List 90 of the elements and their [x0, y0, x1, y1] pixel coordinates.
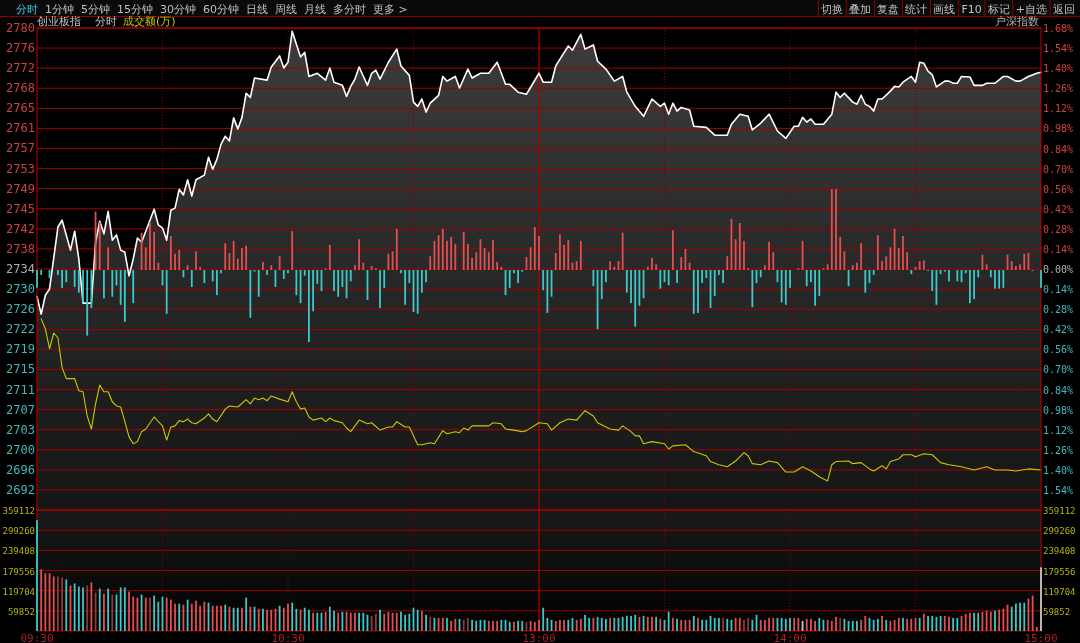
y2-tick-label: 359112 — [1043, 506, 1076, 516]
y-tick-label: 2707 — [6, 402, 35, 417]
y2-tick-label: 1.40% — [1043, 464, 1074, 476]
y2-tick-label: 0.42% — [1043, 203, 1074, 215]
text: 周线 — [275, 2, 297, 16]
y-tick-label: 119704 — [2, 586, 35, 597]
y2-tick-label: 0.14% — [1043, 284, 1074, 296]
y-tick-label: 2734 — [6, 262, 35, 276]
y2-tick-label: 1.68% — [1043, 23, 1074, 34]
text: 30分钟 — [160, 2, 196, 16]
y-tick-label: 299260 — [2, 526, 35, 537]
x-tick-label: 09:30 — [20, 632, 54, 643]
y2-tick-label: 0.28% — [1043, 304, 1074, 316]
y2-tick-label: 0.84% — [1043, 143, 1074, 155]
y2-tick-label: 1.54% — [1043, 43, 1074, 55]
y-tick-label: 2780 — [6, 21, 35, 35]
y2-tick-label: 299260 — [1043, 526, 1076, 537]
chart-title: 创业板指 — [37, 15, 81, 28]
text: 1分钟 — [45, 2, 74, 16]
text: 分时 — [16, 2, 38, 16]
y-tick-label: 2715 — [6, 362, 35, 377]
text: 日线 — [246, 2, 268, 16]
x-tick-label: 15:00 — [1024, 632, 1058, 643]
y-tick-label: 2772 — [6, 61, 35, 76]
x-tick-label: 10:30 — [271, 632, 305, 643]
y-tick-label: 2726 — [6, 302, 35, 317]
y-tick-label: 2768 — [6, 81, 35, 96]
y-tick-label: 2745 — [6, 201, 35, 216]
y2-tick-label: 0.70% — [1043, 364, 1074, 376]
y-tick-label: 2711 — [6, 382, 35, 397]
text: 切换 — [821, 2, 844, 16]
text: 月线 — [304, 2, 326, 16]
y-tick-label: 2692 — [6, 482, 35, 497]
line-series — [40, 318, 1042, 482]
y-tick-label: 2757 — [6, 141, 35, 156]
y2-tick-label: 1.12% — [1043, 424, 1074, 436]
y-tick-label: 359112 — [2, 506, 35, 516]
y-tick-label: 2730 — [6, 282, 35, 297]
y-tick-label: 2742 — [6, 221, 35, 236]
y-tick-label: 2738 — [6, 241, 35, 256]
y-tick-label: 2722 — [6, 322, 35, 337]
y2-tick-label: 0.56% — [1043, 183, 1074, 195]
text: 复盘 — [877, 2, 900, 16]
text: 更多 > — [373, 2, 408, 16]
y2-tick-label: 0.70% — [1043, 163, 1074, 175]
y-tick-label: 239408 — [2, 546, 35, 557]
y-tick-label: 2719 — [6, 342, 35, 357]
text: 60分钟 — [203, 2, 239, 16]
y2-tick-label: 0.84% — [1043, 384, 1074, 396]
y2-tick-label: 0.42% — [1043, 324, 1074, 336]
text: 15分钟 — [117, 2, 153, 16]
y2-tick-label: 239408 — [1043, 546, 1076, 557]
text: +自选 — [1015, 2, 1047, 16]
y2-tick-label: 0.28% — [1043, 223, 1074, 235]
y-tick-label: 2703 — [6, 422, 35, 437]
text: 返回 — [1053, 2, 1075, 16]
y2-tick-label: 0.98% — [1043, 123, 1074, 135]
text: 标记 — [986, 2, 1010, 16]
y-tick-label: 2753 — [6, 161, 35, 176]
x-tick-label: 14:00 — [773, 632, 807, 643]
y2-tick-label: 0.98% — [1043, 404, 1074, 416]
text: 叠加 — [849, 2, 872, 16]
y2-tick-label: 1.54% — [1043, 484, 1074, 496]
y2-tick-label: 0.56% — [1043, 344, 1074, 356]
y-tick-label: 2696 — [6, 462, 35, 477]
text: 多分时 — [333, 2, 366, 16]
text: F10 — [961, 2, 982, 16]
y-tick-label: 2700 — [6, 442, 35, 457]
text: 画线 — [933, 2, 956, 16]
text: 统计 — [905, 2, 928, 16]
y2-tick-label: 59852 — [1043, 606, 1071, 617]
y-tick-label: 2776 — [6, 41, 35, 56]
y2-tick-label: 0.14% — [1043, 243, 1074, 255]
y-tick-label: 2749 — [6, 181, 35, 196]
y-tick-label: 2761 — [6, 121, 35, 136]
chart-subtitle: 分时 — [95, 15, 117, 28]
text: 5分钟 — [81, 2, 110, 16]
text: 成交额(万) — [123, 15, 176, 28]
y2-tick-label: 0.00% — [1043, 264, 1074, 275]
text: 户深指数 — [995, 15, 1039, 28]
y-tick-label: 59852 — [7, 606, 35, 617]
y2-tick-label: 1.26% — [1043, 83, 1074, 95]
y-tick-label: 2765 — [6, 101, 35, 116]
y2-tick-label: 1.26% — [1043, 444, 1074, 456]
y2-tick-label: 1.40% — [1043, 63, 1074, 75]
y2-tick-label: 1.12% — [1043, 103, 1074, 115]
y2-tick-label: 119704 — [1043, 586, 1076, 597]
y-tick-label: 179556 — [2, 566, 35, 577]
x-tick-label: 13:00 — [522, 632, 556, 643]
y2-tick-label: 179556 — [1043, 566, 1076, 577]
